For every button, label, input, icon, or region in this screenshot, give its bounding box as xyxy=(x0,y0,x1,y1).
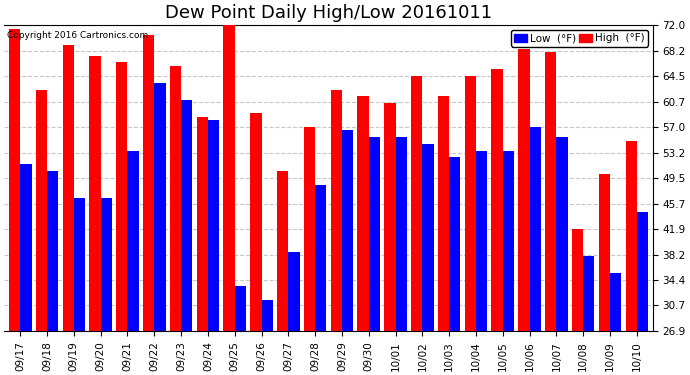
Bar xyxy=(288,252,299,375)
Bar xyxy=(304,127,315,375)
Bar xyxy=(208,120,219,375)
Legend: Low  (°F), High  (°F): Low (°F), High (°F) xyxy=(511,30,648,46)
Bar xyxy=(262,300,273,375)
Bar xyxy=(170,66,181,375)
Bar xyxy=(342,130,353,375)
Bar xyxy=(20,164,32,375)
Bar xyxy=(449,158,460,375)
Bar xyxy=(384,103,395,375)
Bar xyxy=(610,273,621,375)
Bar xyxy=(277,171,288,375)
Bar xyxy=(464,76,476,375)
Bar xyxy=(422,144,433,375)
Bar xyxy=(101,198,112,375)
Bar xyxy=(476,151,487,375)
Bar xyxy=(626,141,637,375)
Bar xyxy=(181,100,193,375)
Bar xyxy=(572,229,583,375)
Bar xyxy=(529,127,541,375)
Bar xyxy=(9,28,20,375)
Bar xyxy=(36,90,47,375)
Bar xyxy=(411,76,422,375)
Bar xyxy=(395,137,407,375)
Bar xyxy=(155,83,166,375)
Bar xyxy=(250,113,262,375)
Bar xyxy=(637,212,648,375)
Bar xyxy=(518,49,529,375)
Title: Dew Point Daily High/Low 20161011: Dew Point Daily High/Low 20161011 xyxy=(165,4,492,22)
Bar xyxy=(315,184,326,375)
Bar xyxy=(556,137,568,375)
Bar xyxy=(235,286,246,375)
Bar xyxy=(545,52,556,375)
Bar xyxy=(47,171,59,375)
Bar xyxy=(90,56,101,375)
Bar xyxy=(143,35,155,375)
Bar xyxy=(224,25,235,375)
Bar xyxy=(368,137,380,375)
Bar xyxy=(491,69,503,375)
Bar xyxy=(116,63,128,375)
Bar xyxy=(503,151,514,375)
Text: Copyright 2016 Cartronics.com: Copyright 2016 Cartronics.com xyxy=(8,31,148,40)
Bar xyxy=(74,198,85,375)
Bar xyxy=(438,96,449,375)
Bar xyxy=(599,174,610,375)
Bar xyxy=(583,256,594,375)
Bar xyxy=(197,117,208,375)
Bar xyxy=(128,151,139,375)
Bar xyxy=(357,96,368,375)
Bar xyxy=(331,90,342,375)
Bar xyxy=(63,45,74,375)
